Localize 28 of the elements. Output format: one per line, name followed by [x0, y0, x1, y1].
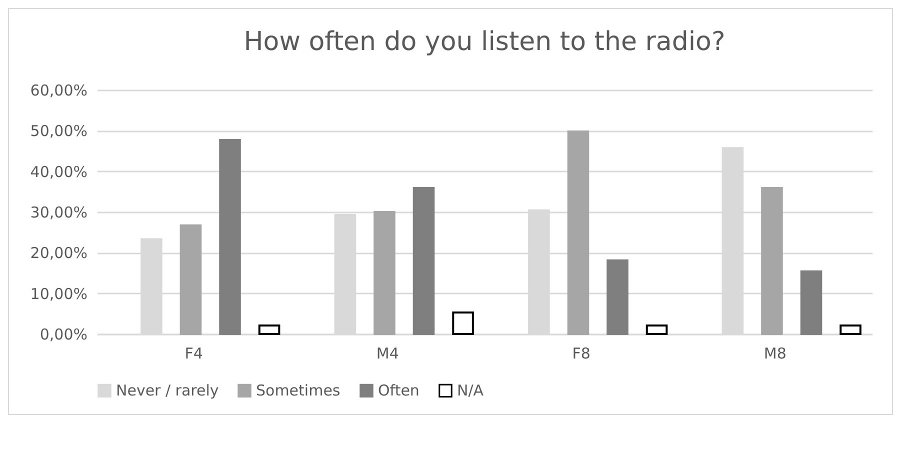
x-tick-label: M8	[764, 344, 786, 362]
bar	[258, 324, 280, 335]
x-tick-label: F4	[184, 344, 203, 362]
bar	[606, 259, 628, 335]
bar	[412, 187, 435, 335]
bar	[646, 324, 668, 335]
x-tick-label: F8	[572, 344, 590, 362]
bar	[452, 311, 474, 335]
legend-label: Never / rarely	[116, 382, 219, 400]
bar	[761, 187, 783, 335]
y-tick-label: 30,00%	[30, 204, 88, 222]
y-tick-label: 0,00%	[40, 326, 88, 344]
bar	[567, 130, 590, 335]
y-tick-label: 60,00%	[30, 82, 88, 100]
bar	[840, 324, 862, 335]
y-tick-label: 40,00%	[30, 162, 88, 181]
bar	[374, 211, 396, 335]
y-tick-label: 50,00%	[30, 122, 88, 140]
x-tick-label: M4	[376, 344, 399, 362]
bar	[800, 270, 822, 335]
legend-label: Often	[378, 382, 420, 400]
y-tick-label: 10,00%	[30, 284, 88, 303]
chart-title: How often do you listen to the radio?	[244, 27, 726, 57]
legend-label: N/A	[457, 382, 484, 400]
bar	[180, 224, 202, 335]
legend-label: Sometimes	[256, 382, 340, 400]
bar	[219, 139, 241, 335]
y-tick-label: 20,00%	[30, 244, 88, 262]
